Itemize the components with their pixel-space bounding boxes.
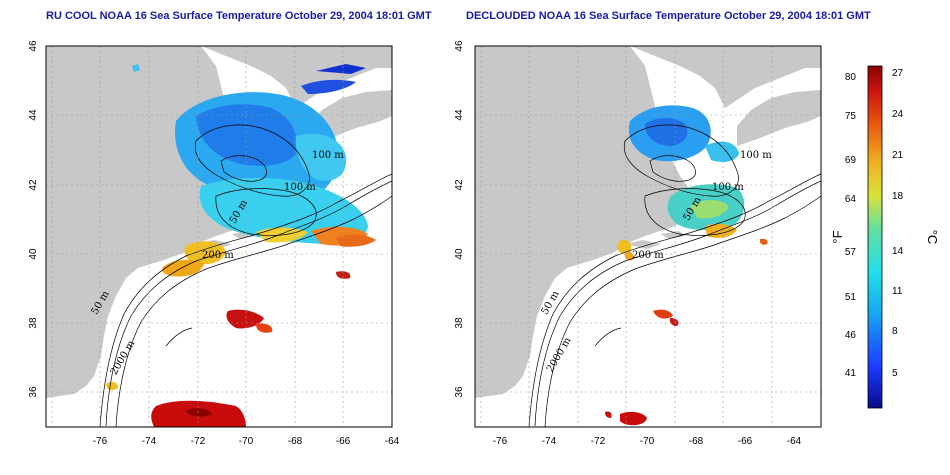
right-contour-label: 100 m <box>712 182 744 193</box>
celsius-tick-label: 27 <box>892 68 904 79</box>
left-grid <box>46 46 392 427</box>
celsius-tick-label: 8 <box>892 326 898 337</box>
lat-tick-label: 38 <box>454 317 465 329</box>
left-lat-axis: 46 44 42 40 38 36 <box>28 40 39 398</box>
fahrenheit-tick-label: 69 <box>845 155 857 166</box>
right-panel-title: DECLOUDED NOAA 16 Sea Surface Temperatur… <box>466 10 871 22</box>
left-map-panel: 100 m 100 m 50 m 200 m 50 m 2000 m <box>45 45 393 428</box>
lon-tick-label: -74 <box>542 436 557 447</box>
lat-tick-label: 38 <box>28 317 39 329</box>
right-map-panel: 100 m 100 m 50 m 200 m 50 m 2000 m <box>474 45 822 428</box>
lat-tick-label: 36 <box>28 386 39 398</box>
lon-tick-label: -72 <box>591 436 606 447</box>
right-lat-axis: 46 44 42 40 38 36 <box>454 40 465 398</box>
left-contour-label: 100 m <box>284 182 316 193</box>
lat-tick-label: 44 <box>28 109 39 121</box>
lon-tick-label: -72 <box>191 436 206 447</box>
fahrenheit-tick-label: 80 <box>845 72 857 83</box>
lon-tick-label: -68 <box>689 436 704 447</box>
fahrenheit-tick-label: 57 <box>845 247 857 258</box>
celsius-tick-label: 21 <box>892 150 904 161</box>
celsius-tick-label: 18 <box>892 191 904 202</box>
left-lon-axis: -76 -74 -72 -70 -68 -66 -64 <box>93 436 400 447</box>
fahrenheit-unit-label: °F <box>830 230 845 243</box>
lon-tick-label: -64 <box>787 436 802 447</box>
right-grid <box>475 46 821 427</box>
right-sst-overlay <box>605 105 768 426</box>
lat-tick-label: 36 <box>454 386 465 398</box>
fahrenheit-tick-label: 75 <box>845 111 857 122</box>
left-panel-title: RU COOL NOAA 16 Sea Surface Temperature … <box>46 10 432 22</box>
left-contour-label: 200 m <box>202 250 234 261</box>
lon-tick-label: -66 <box>738 436 753 447</box>
lon-tick-label: -70 <box>640 436 655 447</box>
left-map-frame <box>45 45 393 428</box>
lat-tick-label: 40 <box>28 248 39 260</box>
left-sst-overlay <box>106 64 376 427</box>
lat-tick-label: 42 <box>28 179 39 191</box>
right-contour-label: 200 m <box>632 250 664 261</box>
colorbar-gradient <box>867 65 883 409</box>
temperature-colorbar: 80 75 69 64 57 51 46 41 27 24 21 18 14 1… <box>830 65 940 409</box>
celsius-tick-label: 11 <box>892 286 903 297</box>
right-contour-label: 100 m <box>740 150 772 161</box>
fahrenheit-tick-label: 46 <box>845 330 857 341</box>
lon-tick-label: -76 <box>493 436 508 447</box>
lat-tick-label: 42 <box>454 179 465 191</box>
lon-tick-label: -66 <box>336 436 351 447</box>
lat-tick-label: 44 <box>454 109 465 121</box>
fahrenheit-tick-label: 41 <box>845 368 857 379</box>
celsius-tick-label: 14 <box>892 246 904 257</box>
colorbar-celsius-ticks: 27 24 21 18 14 11 8 5 <box>892 68 904 379</box>
lon-tick-label: -68 <box>288 436 303 447</box>
lat-tick-label: 46 <box>28 40 39 52</box>
lon-tick-label: -64 <box>385 436 400 447</box>
lat-tick-label: 40 <box>454 248 465 260</box>
left-contour-label: 100 m <box>312 150 344 161</box>
lon-tick-label: -74 <box>142 436 157 447</box>
colorbar-fahrenheit-ticks: 80 75 69 64 57 51 46 41 <box>845 72 857 379</box>
celsius-tick-label: 24 <box>892 109 904 120</box>
fahrenheit-tick-label: 51 <box>845 292 857 303</box>
celsius-unit-label: °C <box>925 230 940 245</box>
lat-tick-label: 46 <box>454 40 465 52</box>
fahrenheit-tick-label: 64 <box>845 194 857 205</box>
lon-tick-label: -70 <box>239 436 254 447</box>
right-lon-axis: -76 -74 -72 -70 -68 -66 -64 <box>493 436 802 447</box>
celsius-tick-label: 5 <box>892 368 898 379</box>
right-map-frame <box>474 45 822 428</box>
lon-tick-label: -76 <box>93 436 108 447</box>
